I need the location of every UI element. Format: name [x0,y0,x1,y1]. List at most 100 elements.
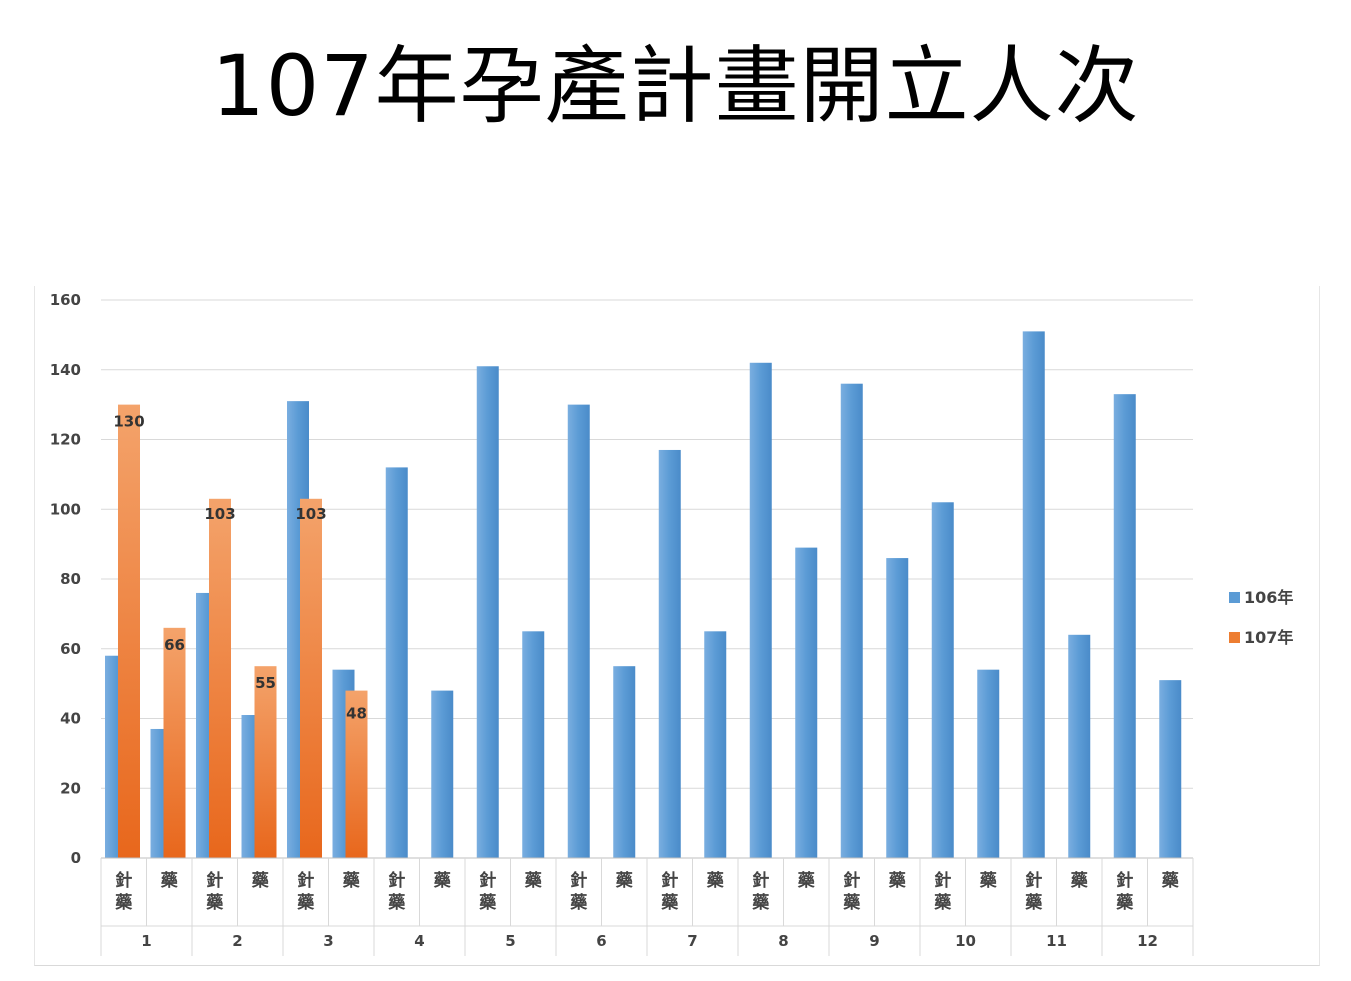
y-tick-label: 40 [60,710,81,728]
legend-swatch [1229,592,1240,603]
bar-106 [931,502,954,858]
bar-106 [840,383,863,858]
x-category-label: 藥 [660,892,679,913]
x-category-label: 針 [206,870,223,891]
x-category-label: 針 [1116,870,1133,891]
x-category-label: 藥 [706,870,725,891]
bar-106 [795,547,818,858]
x-category-label: 藥 [842,892,861,913]
x-category-label: 藥 [933,892,952,913]
bar-106 [977,669,1000,858]
bar-106 [431,690,454,858]
data-label-107: 48 [346,705,367,723]
y-tick-label: 140 [50,361,81,379]
bar-106 [522,631,545,858]
x-category-label: 藥 [979,870,998,891]
x-month-label: 7 [687,932,697,950]
x-category-label: 藥 [160,870,179,891]
x-category-label: 針 [1025,870,1042,891]
x-category-label: 藥 [797,870,816,891]
data-labels: 130 66 103 55 103 48 [113,413,367,723]
bar-106 [1068,634,1091,858]
x-month-label: 3 [323,932,333,950]
legend-swatch [1229,632,1240,643]
bar-106 [476,366,499,858]
data-label-107: 55 [255,674,276,692]
bar-106 [704,631,727,858]
legend-label: 107年 [1244,628,1293,647]
data-label-107: 130 [113,413,144,431]
bar-107 [163,627,186,858]
x-category-label: 藥 [888,870,907,891]
x-category-label: 藥 [751,892,770,913]
x-category-label: 針 [115,870,132,891]
data-label-107: 103 [204,505,235,523]
gridlines [101,299,1193,859]
x-category-label: 藥 [1161,870,1180,891]
x-month-label: 4 [414,932,424,950]
x-month-label: 10 [955,932,976,950]
x-category-label: 藥 [387,892,406,913]
bars [105,331,1182,858]
data-label-107: 103 [295,505,326,523]
bar-107 [300,498,322,858]
x-category-label: 藥 [251,870,270,891]
bar-106 [749,362,772,858]
x-month-label: 2 [232,932,242,950]
x-category-label: 藥 [296,892,315,913]
y-tick-label: 100 [50,500,81,518]
y-tick-label: 160 [50,291,81,309]
y-tick-label: 60 [60,640,81,658]
x-month-label: 9 [869,932,879,950]
y-axis: 0 20 40 60 80 100 120 140 160 [50,291,81,867]
x-category-label: 藥 [114,892,133,913]
y-tick-label: 20 [60,779,81,797]
bar-107 [254,666,277,858]
x-category-label: 針 [661,870,678,891]
x-month-label: 1 [141,932,151,950]
x-category-label: 藥 [1024,892,1043,913]
y-tick-label: 120 [50,431,81,449]
bar-106 [1159,680,1182,858]
bar-106 [658,449,681,858]
y-tick-label: 80 [60,570,81,588]
bar-106 [385,467,408,858]
bar-107 [209,498,231,858]
x-category-label: 藥 [1070,870,1089,891]
x-category-label: 藥 [205,892,224,913]
x-category-label: 針 [934,870,951,891]
bar-106 [886,558,909,858]
bar-107 [345,690,368,858]
x-month-label: 5 [505,932,515,950]
x-category-label: 藥 [1115,892,1134,913]
x-category-label: 針 [843,870,860,891]
x-category-label: 針 [388,870,405,891]
bar-106 [1113,394,1136,858]
x-category-label: 藥 [433,870,452,891]
x-month-label: 8 [778,932,788,950]
x-category-label: 藥 [569,892,588,913]
bar-106 [1022,331,1045,858]
page-title: 107年孕產計畫開立人次 [211,37,1140,135]
x-month-label: 6 [596,932,606,950]
x-category-label: 藥 [524,870,543,891]
x-month-label: 11 [1046,932,1067,950]
x-category-label: 針 [297,870,314,891]
legend-label: 106年 [1244,588,1293,607]
x-category-label: 藥 [615,870,634,891]
x-category-label: 藥 [478,892,497,913]
bar-107 [118,404,140,858]
data-label-107: 66 [164,636,185,654]
x-category-label: 藥 [342,870,361,891]
bar-106 [613,666,636,858]
x-month-label: 12 [1137,932,1158,950]
x-category-label: 針 [479,870,496,891]
x-category-label: 針 [752,870,769,891]
x-category-label: 針 [570,870,587,891]
bar-106 [567,404,590,858]
legend: 106年 107年 [1229,588,1293,647]
chart-frame: 0 20 40 60 80 100 120 140 160 130 66 103 55 103 48 針藥… [34,286,1320,966]
y-tick-label: 0 [71,849,81,867]
